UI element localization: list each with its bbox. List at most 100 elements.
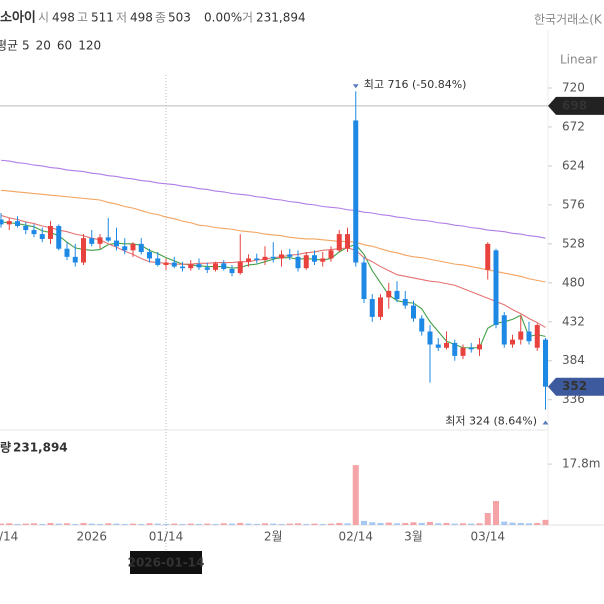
volume-bar: [278, 523, 285, 525]
volume-bar: [80, 522, 87, 525]
candle-body: [196, 264, 202, 268]
y-tick-label: 576: [562, 197, 585, 211]
x-tick-label: 2월: [264, 530, 283, 544]
candle-body: [89, 238, 95, 244]
candle-body: [394, 290, 400, 300]
volume-bar: [196, 523, 202, 525]
candle-body: [345, 234, 350, 249]
volume-bar: [476, 523, 483, 525]
change: 0.00%: [204, 11, 242, 25]
volume-bar: [47, 522, 54, 525]
volume-bar: [72, 523, 79, 525]
candle-body: [534, 325, 540, 348]
volume-bar: [451, 523, 458, 525]
candle-body: [171, 262, 177, 267]
candle-body: [180, 266, 185, 269]
volume-bar: [113, 523, 120, 525]
volume-bar: [88, 523, 95, 525]
candle-body: [15, 221, 20, 226]
ohlc-label: 고: [77, 11, 88, 25]
candle-body: [303, 255, 309, 269]
candle-body: [122, 246, 128, 251]
candle-body: [444, 342, 449, 348]
y-tick-label: 672: [562, 119, 585, 133]
ma-legend-entry: 120: [78, 39, 101, 53]
volume-bar: [229, 523, 235, 525]
volume-bar: [311, 523, 318, 525]
volume-bar: [0, 523, 4, 525]
volume-bar: [138, 523, 145, 525]
candle-body: [518, 331, 524, 340]
volume-bar: [212, 523, 219, 525]
crosshair-price-tag-box: [548, 96, 604, 115]
volume-bar: [385, 522, 392, 525]
volume-bar: [146, 523, 153, 525]
volume-bar: [394, 523, 400, 525]
candle-body: [56, 225, 62, 249]
high-marker: [352, 84, 359, 89]
candle-body: [336, 234, 342, 251]
volume-bar: [468, 523, 475, 525]
ma-legend-title: 평균: [0, 39, 18, 53]
volume-bar: [262, 523, 268, 525]
volume-bar: [163, 523, 169, 525]
candle-body: [493, 250, 499, 326]
candle-body: [501, 315, 507, 345]
volume-bar: [361, 520, 367, 525]
candle-body: [130, 243, 136, 251]
candle-body: [543, 339, 548, 387]
volume-bar: [427, 521, 433, 525]
candle-body: [262, 256, 268, 261]
candle-body: [411, 305, 416, 319]
scale-label: Linear: [560, 53, 597, 67]
low-annotation: 최저 324 (8.64%): [445, 414, 537, 427]
volume-bar: [14, 523, 21, 525]
volume-bar: [460, 523, 466, 525]
ohlc-value: 498: [52, 11, 75, 25]
candle-body: [31, 230, 37, 235]
volume-bar: [121, 523, 128, 525]
volume: 231,894: [256, 11, 306, 25]
volume-bar: [443, 522, 450, 525]
x-tick-label: 03/14: [470, 530, 505, 544]
ohlc-label: 시: [38, 11, 49, 25]
candle-body: [188, 264, 194, 269]
x-tick-label: 02/14: [338, 530, 373, 544]
candle-body: [369, 299, 375, 317]
candle-body: [23, 225, 29, 231]
volume-bar: [336, 522, 343, 525]
volume-bar: [270, 523, 277, 525]
y-tick-label: 720: [562, 80, 585, 94]
exchange: 한국거래소(K: [534, 13, 603, 27]
volume-bar: [369, 522, 376, 525]
volume-bar: [6, 523, 13, 525]
x-tick-label: 3월: [404, 530, 423, 544]
volume-bar: [517, 522, 524, 525]
volume-bar: [534, 522, 541, 525]
candle-body: [155, 258, 161, 265]
candle-body: [204, 267, 210, 270]
volume-bar: [187, 523, 194, 525]
candle-body: [295, 256, 301, 269]
candle-body: [72, 256, 78, 263]
ma-legend-entry: 20: [36, 39, 51, 53]
crosshair-date: 2026-01-14: [128, 556, 205, 570]
candle-body: [386, 290, 392, 298]
candle-body: [163, 262, 169, 265]
candle-body: [279, 254, 284, 259]
y-tick-label: 480: [562, 275, 585, 289]
stock-name: 소아이: [0, 10, 36, 26]
candle-body: [0, 219, 4, 225]
volume-bar: [352, 465, 359, 525]
candle-body: [270, 256, 276, 259]
x-tick-label: 12/14: [0, 530, 18, 544]
y-tick-label: 384: [562, 353, 585, 367]
volume-bar: [64, 523, 70, 525]
last-price-tag: 352: [562, 379, 587, 393]
candle-body: [213, 263, 218, 270]
candle-body: [477, 344, 482, 350]
moving-average-line: [0, 189, 546, 283]
candle-body: [287, 254, 293, 257]
